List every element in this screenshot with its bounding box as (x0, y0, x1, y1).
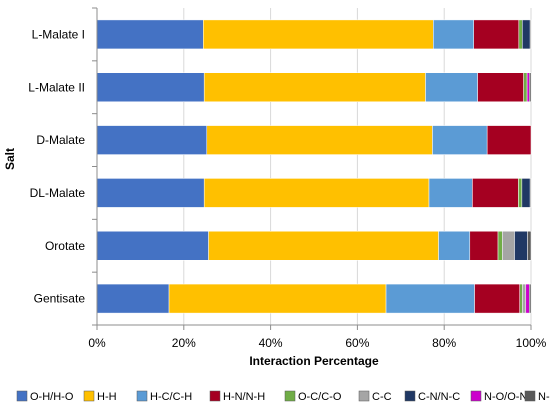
bar-segment (526, 72, 530, 102)
bar-segment (425, 72, 478, 102)
bar-segment (385, 283, 475, 314)
legend-label: C-N/N-C (418, 391, 460, 403)
category-label: L-Malate II (28, 80, 85, 94)
bar-segment (486, 125, 532, 155)
x-tick-label: 60% (345, 336, 369, 350)
x-tick-label: 100% (516, 336, 547, 350)
gridlines (183, 8, 532, 325)
legend-swatch (16, 390, 28, 402)
bar-segment (521, 178, 531, 208)
bar-segment (96, 283, 170, 314)
legend-label: H-N/N-H (223, 391, 265, 403)
bar-segment (96, 72, 205, 102)
category-label: D-Malate (36, 133, 85, 147)
x-axis-title: Interaction Percentage (249, 354, 379, 368)
bar-segment (514, 231, 528, 261)
bar-segment (203, 72, 426, 102)
bar-segment (96, 231, 209, 261)
legend-label: O-C/C-O (298, 391, 342, 403)
bar-segment (96, 19, 204, 50)
bar-segment (527, 231, 532, 261)
category-labels: L-Malate I L-Malate II D-Malate DL-Malate Or… (28, 27, 85, 305)
bar-segment (428, 178, 473, 208)
legend-label: H-C/C-H (150, 391, 192, 403)
bar-segment (438, 231, 471, 261)
category-label: L-Malate I (32, 27, 85, 41)
category-label: DL-Malate (30, 186, 86, 200)
x-tick-label: 0% (88, 336, 106, 350)
bar-segment (529, 72, 532, 102)
legend-swatch (404, 390, 416, 402)
bar-segment (518, 178, 523, 208)
x-tick-labels: 0% 20% 40% 60% 80% 100% (88, 336, 546, 350)
bars (96, 19, 532, 314)
bar-segment (502, 231, 515, 261)
y-axis-title: Salt (3, 148, 17, 170)
bar-segment (529, 283, 532, 314)
legend-swatch (209, 390, 221, 402)
legend-swatch (284, 390, 296, 402)
bar-segment (497, 231, 503, 261)
bar-segment (525, 283, 530, 314)
legend-swatch (358, 390, 370, 402)
bar-segment (96, 125, 208, 155)
bar-segment (529, 19, 532, 50)
bar-segment (208, 231, 439, 261)
legend-swatch (470, 390, 482, 402)
category-label: Gentisate (34, 292, 86, 306)
bar-segment (529, 178, 532, 208)
x-tick-label: 20% (172, 336, 196, 350)
bar-segment (477, 72, 524, 102)
legend-swatch (83, 390, 95, 402)
legend: O-H/H-O H-H H-C/C-H H-N/N-H O-C/C-O C-C C-N/N-… (16, 390, 550, 403)
bar-segment (203, 178, 430, 208)
axes (92, 7, 532, 330)
bar-segment (96, 178, 205, 208)
bar-segment (469, 231, 499, 261)
category-label: Orotate (45, 239, 85, 253)
bar-segment (433, 19, 474, 50)
bar-segment (472, 178, 519, 208)
legend-label: N-O/O-N (484, 391, 527, 403)
legend-swatch (524, 390, 536, 402)
legend-label: O-H/H-O (30, 391, 74, 403)
bar-segment (168, 283, 387, 314)
x-tick-label: 40% (259, 336, 283, 350)
legend-label: C-C (372, 391, 392, 403)
bar-segment (523, 72, 528, 102)
legend-swatch (136, 390, 148, 402)
bar-segment (519, 283, 523, 314)
bar-segment (203, 19, 434, 50)
legend-label: H-H (97, 391, 117, 403)
bar-segment (522, 19, 531, 50)
bar-segment (206, 125, 433, 155)
bar-segment (518, 19, 523, 50)
x-tick-label: 80% (432, 336, 456, 350)
bar-segment (473, 19, 520, 50)
bar-segment (432, 125, 488, 155)
legend-label: N-N (538, 391, 550, 403)
bar-segment (522, 283, 527, 314)
bar-segment (474, 283, 520, 314)
